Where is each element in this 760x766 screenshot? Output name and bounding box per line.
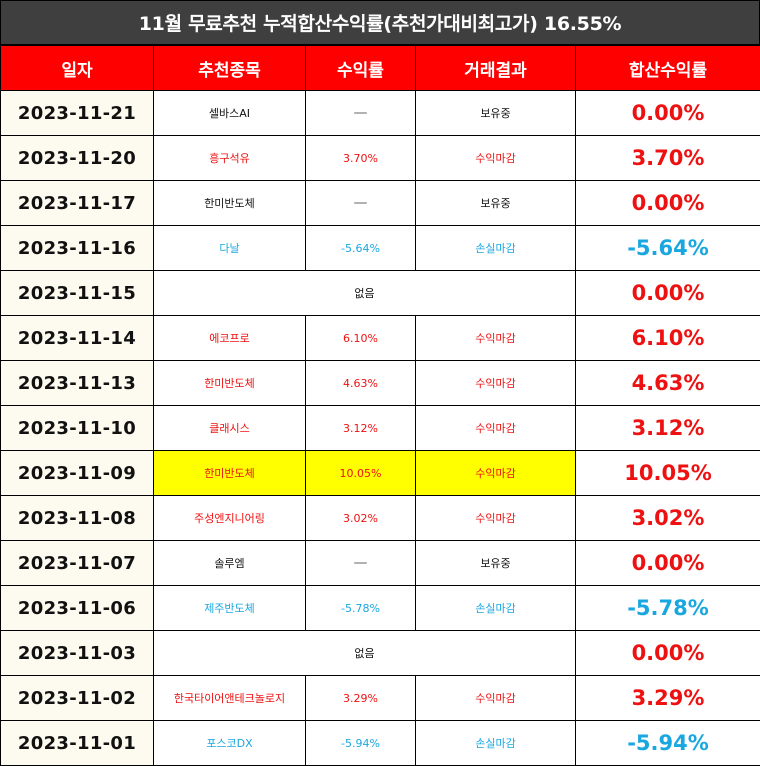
return-cell: 3.29%	[305, 675, 416, 721]
date-cell: 2023-11-14	[0, 315, 154, 361]
stock-cell: 한미반도체	[153, 360, 306, 406]
result-cell: 손실마감	[415, 720, 576, 766]
result-cell: 보유중	[415, 540, 576, 586]
table-row: 2023-11-08 주성엔지니어링 3.02% 수익마감 3.02%	[0, 495, 760, 541]
stock-cell: 한국타이어앤테크놀로지	[153, 675, 306, 721]
table-row: 2023-11-09 한미반도체 10.05% 수익마감 10.05%	[0, 450, 760, 496]
total-cell: 4.63%	[575, 360, 760, 406]
date-cell: 2023-11-15	[0, 270, 154, 316]
return-cell: 3.12%	[305, 405, 416, 451]
header-result: 거래결과	[415, 45, 576, 91]
stock-cell: 셀바스AI	[153, 90, 306, 136]
date-cell: 2023-11-08	[0, 495, 154, 541]
table-header-row: 일자 추천종목 수익률 거래결과 합산수익률	[0, 45, 760, 91]
result-cell: 수익마감	[415, 405, 576, 451]
stock-cell: 주성엔지니어링	[153, 495, 306, 541]
date-cell: 2023-11-03	[0, 630, 154, 676]
result-cell: 손실마감	[415, 225, 576, 271]
table-row: 2023-11-16 다날 -5.64% 손실마감 -5.64%	[0, 225, 760, 271]
total-cell: 0.00%	[575, 630, 760, 676]
table-row: 2023-11-10 클래시스 3.12% 수익마감 3.12%	[0, 405, 760, 451]
total-cell: 0.00%	[575, 90, 760, 136]
table-row: 2023-11-07 솔루엠 — 보유중 0.00%	[0, 540, 760, 586]
return-cell: 4.63%	[305, 360, 416, 406]
date-cell: 2023-11-20	[0, 135, 154, 181]
table-row: 2023-11-17 한미반도체 — 보유중 0.00%	[0, 180, 760, 226]
total-cell: -5.78%	[575, 585, 760, 631]
table-row: 2023-11-14 에코프로 6.10% 수익마감 6.10%	[0, 315, 760, 361]
result-cell: 수익마감	[415, 360, 576, 406]
return-cell: 10.05%	[305, 450, 416, 496]
header-stock: 추천종목	[153, 45, 306, 91]
stock-cell: 솔루엠	[153, 540, 306, 586]
return-cell: -5.94%	[305, 720, 416, 766]
performance-table: 일자 추천종목 수익률 거래결과 합산수익률 2023-11-21 셀바스AI — 보…	[0, 45, 760, 766]
return-cell: -5.64%	[305, 225, 416, 271]
result-cell: 수익마감	[415, 495, 576, 541]
return-cell: —	[305, 90, 416, 136]
stock-cell: 한미반도체	[153, 450, 306, 496]
stock-cell: 에코프로	[153, 315, 306, 361]
date-cell: 2023-11-16	[0, 225, 154, 271]
table-row: 2023-11-03 없음 0.00%	[0, 630, 760, 676]
result-cell: 손실마감	[415, 585, 576, 631]
total-cell: 3.12%	[575, 405, 760, 451]
return-cell: —	[305, 540, 416, 586]
result-cell: 수익마감	[415, 315, 576, 361]
table-row: 2023-11-21 셀바스AI — 보유중 0.00%	[0, 90, 760, 136]
date-cell: 2023-11-09	[0, 450, 154, 496]
return-cell: —	[305, 180, 416, 226]
result-cell: 보유중	[415, 180, 576, 226]
total-cell: 3.70%	[575, 135, 760, 181]
total-cell: 0.00%	[575, 180, 760, 226]
table-row: 2023-11-02 한국타이어앤테크놀로지 3.29% 수익마감 3.29%	[0, 675, 760, 721]
date-cell: 2023-11-10	[0, 405, 154, 451]
date-cell: 2023-11-21	[0, 90, 154, 136]
table-row: 2023-11-15 없음 0.00%	[0, 270, 760, 316]
stock-cell: 제주반도체	[153, 585, 306, 631]
result-cell: 보유중	[415, 90, 576, 136]
table-row: 2023-11-20 흥구석유 3.70% 수익마감 3.70%	[0, 135, 760, 181]
total-cell: 6.10%	[575, 315, 760, 361]
header-return: 수익률	[305, 45, 416, 91]
date-cell: 2023-11-17	[0, 180, 154, 226]
date-cell: 2023-11-13	[0, 360, 154, 406]
date-cell: 2023-11-01	[0, 720, 154, 766]
stock-cell: 다날	[153, 225, 306, 271]
return-cell: 3.70%	[305, 135, 416, 181]
date-cell: 2023-11-06	[0, 585, 154, 631]
table-row: 2023-11-06 제주반도체 -5.78% 손실마감 -5.78%	[0, 585, 760, 631]
return-cell: -5.78%	[305, 585, 416, 631]
total-cell: 10.05%	[575, 450, 760, 496]
table-row: 2023-11-13 한미반도체 4.63% 수익마감 4.63%	[0, 360, 760, 406]
stock-cell: 포스코DX	[153, 720, 306, 766]
stock-cell: 한미반도체	[153, 180, 306, 226]
stock-cell: 없음	[153, 270, 576, 316]
result-cell: 수익마감	[415, 450, 576, 496]
table-body: 2023-11-21 셀바스AI — 보유중 0.00% 2023-11-20 흥구석유 3.…	[0, 90, 760, 766]
date-cell: 2023-11-07	[0, 540, 154, 586]
total-cell: -5.64%	[575, 225, 760, 271]
return-cell: 6.10%	[305, 315, 416, 361]
total-cell: 3.02%	[575, 495, 760, 541]
header-date: 일자	[0, 45, 154, 91]
header-total: 합산수익률	[575, 45, 760, 91]
total-cell: 0.00%	[575, 540, 760, 586]
total-cell: -5.94%	[575, 720, 760, 766]
total-cell: 3.29%	[575, 675, 760, 721]
date-cell: 2023-11-02	[0, 675, 154, 721]
table-row: 2023-11-01 포스코DX -5.94% 손실마감 -5.94%	[0, 720, 760, 766]
stock-cell: 없음	[153, 630, 576, 676]
stock-cell: 클래시스	[153, 405, 306, 451]
total-cell: 0.00%	[575, 270, 760, 316]
page-title: 11월 무료추천 누적합산수익률(추천가대비최고가) 16.55%	[0, 0, 760, 45]
result-cell: 수익마감	[415, 675, 576, 721]
stock-cell: 흥구석유	[153, 135, 306, 181]
result-cell: 수익마감	[415, 135, 576, 181]
return-cell: 3.02%	[305, 495, 416, 541]
